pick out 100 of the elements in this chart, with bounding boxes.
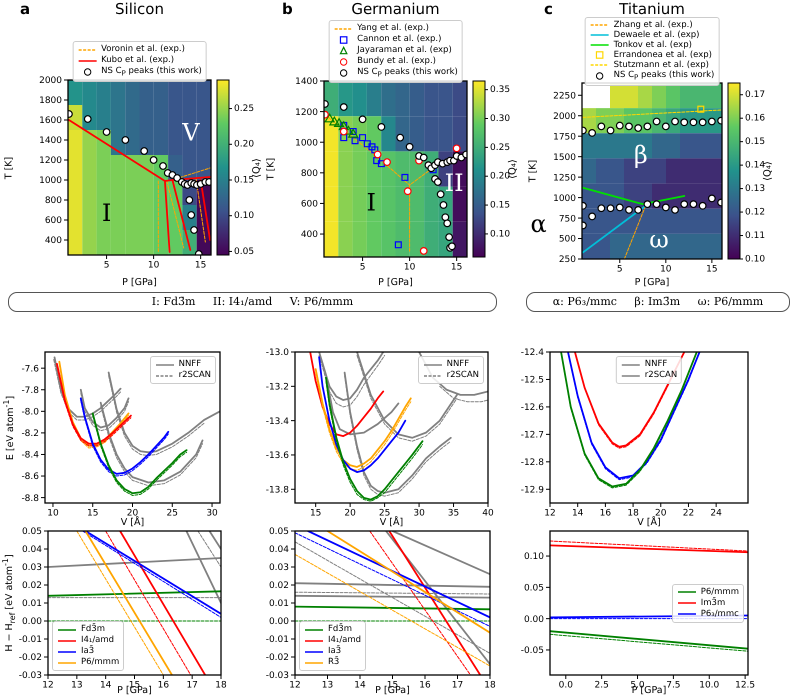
y-tick-label: 250 bbox=[558, 255, 576, 266]
color-bar-title: ⟨Q₄⟩ bbox=[252, 158, 262, 178]
color-bar-label: 0.12 bbox=[745, 208, 766, 218]
annotation: ω bbox=[649, 226, 669, 254]
y-tick-label: 0.04 bbox=[268, 545, 290, 556]
legend-label: r2SCAN bbox=[178, 370, 211, 381]
legend-label: Yang et al. (exp.) bbox=[357, 23, 429, 34]
y-tick-label: 1600 bbox=[39, 116, 62, 126]
annotation: I bbox=[102, 198, 112, 227]
y-tick-label: -0.01 bbox=[18, 635, 42, 646]
y-tick-label: -7.6 bbox=[21, 364, 40, 374]
x-tick-label: 14 bbox=[572, 508, 584, 518]
y-tick-label: -12.9 bbox=[520, 485, 544, 496]
y-tick-label: 1500 bbox=[553, 152, 576, 163]
x-tick-label: 15 bbox=[310, 508, 322, 518]
color-bar-label: 0.10 bbox=[234, 211, 254, 222]
y-tick-label: 600 bbox=[300, 200, 318, 210]
legend-label: R3̄ bbox=[328, 657, 340, 668]
legend-label: Dewaele et al. (exp) bbox=[614, 30, 700, 40]
y-tick-label: 2000 bbox=[553, 112, 576, 122]
color-bar-label: 0.10 bbox=[490, 229, 510, 240]
y-tick-label: -12.6 bbox=[520, 403, 544, 414]
y-tick-label: 0.05 bbox=[22, 527, 42, 538]
x-tick-label: 15 bbox=[706, 264, 718, 274]
x-tick-label: 5 bbox=[616, 264, 623, 274]
y-tick-label: -0.03 bbox=[18, 671, 42, 682]
y-tick-label: 0.05 bbox=[268, 527, 289, 538]
y-tick-label: 0.01 bbox=[22, 599, 42, 610]
x-axis-title: P [GPa] bbox=[378, 277, 413, 288]
y-tick-label: -13.0 bbox=[266, 348, 290, 358]
legend-label: I4₁/amd bbox=[328, 635, 362, 645]
legend-label: Zhang et al. (exp.) bbox=[614, 20, 693, 30]
y-tick-label: -12.7 bbox=[520, 430, 544, 441]
text: I: Fd3̄m II: I4₁/amd V: P6/mmm bbox=[8, 292, 497, 312]
legend-label: P6/mmm bbox=[81, 657, 120, 668]
legend-label: Ia3̄ bbox=[81, 646, 94, 657]
color-bar-title: ⟨Q₄⟩ bbox=[508, 159, 518, 179]
x-tick-label: 35 bbox=[448, 508, 460, 518]
y-tick-label: -13.2 bbox=[266, 382, 289, 393]
y-tick-label: 800 bbox=[44, 196, 62, 206]
y-tick-label: 1400 bbox=[39, 136, 62, 146]
y-tick-label: 1000 bbox=[39, 176, 62, 186]
chart-title: Titanium bbox=[619, 0, 685, 18]
x-tick-label: 10 bbox=[148, 260, 160, 270]
x-tick-label: 40 bbox=[482, 508, 494, 518]
y-tick-label: 1000 bbox=[553, 194, 576, 204]
color-bar-title: ⟨Q₄⟩ bbox=[762, 161, 774, 181]
x-tick-label: 12 bbox=[544, 508, 556, 518]
y-tick-label: 0.03 bbox=[268, 563, 289, 574]
annotation: II bbox=[444, 169, 464, 198]
x-tick-label: 7.5 bbox=[666, 680, 681, 690]
legend-label: NS C$_{P}$ peaks (this work) bbox=[614, 70, 714, 83]
y-tick-label: 0.00 bbox=[268, 617, 290, 628]
y-tick-label: -0.05 bbox=[520, 646, 544, 656]
x-tick-label: 30 bbox=[413, 508, 426, 518]
y-axis-title: T [K] bbox=[266, 158, 276, 180]
legend-label: Ia3̄ bbox=[328, 646, 342, 656]
text: α: P6₃/mmc β: Im3̄m ω: P6/mmm bbox=[526, 292, 790, 312]
y-tick-label: 600 bbox=[44, 216, 62, 226]
color-bar-label: 0.25 bbox=[490, 142, 510, 153]
legend-label: NNFF bbox=[644, 359, 668, 370]
color-bar-label: 0.15 bbox=[745, 137, 766, 148]
x-tick-label: 13 bbox=[71, 680, 83, 690]
chart-title: Silicon bbox=[115, 0, 164, 18]
x-tick-label: 25 bbox=[166, 508, 178, 518]
x-tick-label: 18 bbox=[627, 508, 640, 518]
y-tick-label: 2250 bbox=[553, 91, 576, 102]
annotation: β bbox=[634, 141, 648, 170]
y-tick-label: 400 bbox=[44, 236, 62, 246]
text: a bbox=[20, 0, 30, 18]
color-bar-label: 0.15 bbox=[490, 200, 510, 211]
x-tick-label: 16 bbox=[600, 508, 612, 518]
legend-label: NS C$_{P}$ peaks (this work) bbox=[357, 67, 458, 80]
y-tick-label: -8.6 bbox=[21, 472, 40, 482]
x-tick-label: 17 bbox=[452, 680, 464, 690]
y-tick-label: 0.00 bbox=[524, 614, 544, 625]
y-tick-label: -0.02 bbox=[266, 653, 289, 664]
text: c bbox=[544, 0, 553, 18]
x-axis-title: P [GPa] bbox=[117, 685, 152, 696]
y-tick-label: 1000 bbox=[295, 138, 318, 148]
x-axis-title: P [GPa] bbox=[122, 277, 157, 288]
y-tick-label: 0.10 bbox=[524, 552, 544, 562]
x-tick-label: 5 bbox=[104, 260, 110, 270]
color-bar-label: 0.20 bbox=[234, 140, 254, 150]
x-tick-label: 12 bbox=[289, 680, 301, 690]
y-tick-label: 0.02 bbox=[268, 581, 289, 592]
y-tick-label: -0.01 bbox=[266, 635, 289, 646]
y-tick-label: -0.03 bbox=[266, 671, 289, 682]
x-tick-label: 18 bbox=[215, 680, 227, 690]
color-bar-label: 0.13 bbox=[745, 184, 766, 194]
legend-label: NS C$_{P}$ peaks (this work) bbox=[101, 66, 202, 79]
y-tick-label: 2000 bbox=[39, 76, 62, 86]
legend-label: P6/mmm bbox=[700, 586, 739, 597]
y-tick-label: 400 bbox=[300, 230, 318, 240]
color-bar-label: 0.30 bbox=[490, 114, 510, 124]
y-tick-label: -8.8 bbox=[21, 494, 40, 504]
y-tick-label: 1400 bbox=[295, 77, 318, 88]
annotation: I bbox=[366, 188, 376, 216]
y-tick-label: 0.01 bbox=[268, 599, 289, 610]
x-tick-label: 22 bbox=[682, 508, 694, 518]
